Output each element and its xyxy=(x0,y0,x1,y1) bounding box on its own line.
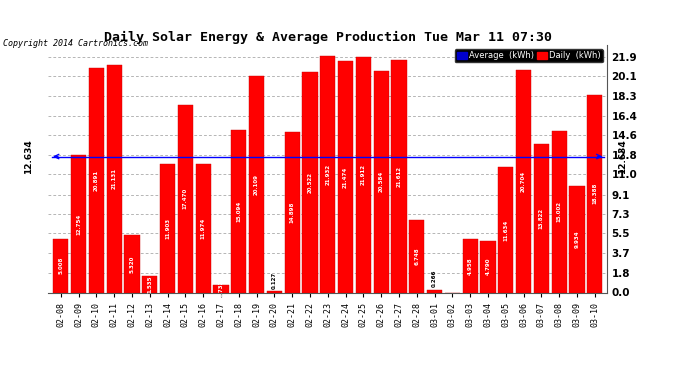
Text: 11.634: 11.634 xyxy=(503,219,509,240)
Bar xyxy=(551,131,566,292)
Bar xyxy=(534,144,549,292)
Bar xyxy=(338,62,353,292)
Text: 12.634: 12.634 xyxy=(24,139,33,174)
Bar xyxy=(516,70,531,292)
Bar xyxy=(71,155,86,292)
Text: 21.932: 21.932 xyxy=(325,164,331,185)
Bar xyxy=(124,235,139,292)
Text: 21.912: 21.912 xyxy=(361,164,366,185)
Bar xyxy=(391,60,406,292)
Text: 20.109: 20.109 xyxy=(254,174,259,195)
Bar xyxy=(427,290,442,292)
Text: 11.903: 11.903 xyxy=(165,218,170,239)
Bar xyxy=(89,68,104,292)
Text: 20.704: 20.704 xyxy=(521,171,526,192)
Bar xyxy=(195,164,210,292)
Bar xyxy=(142,276,157,292)
Bar xyxy=(160,164,175,292)
Text: 0.732: 0.732 xyxy=(219,280,224,297)
Text: 14.898: 14.898 xyxy=(290,202,295,223)
Text: 17.470: 17.470 xyxy=(183,188,188,209)
Text: 15.002: 15.002 xyxy=(557,201,562,222)
Text: 0.127: 0.127 xyxy=(272,272,277,289)
Text: 5.008: 5.008 xyxy=(58,257,63,274)
Bar xyxy=(53,238,68,292)
Text: 20.891: 20.891 xyxy=(94,170,99,190)
Bar xyxy=(249,76,264,292)
Bar xyxy=(480,241,495,292)
Bar xyxy=(178,105,193,292)
Bar xyxy=(231,130,246,292)
Bar xyxy=(284,132,299,292)
Text: Copyright 2014 Cartronics.com: Copyright 2014 Cartronics.com xyxy=(3,39,148,48)
Bar xyxy=(213,285,228,292)
Bar xyxy=(320,57,335,292)
Bar xyxy=(498,167,513,292)
Text: 15.094: 15.094 xyxy=(236,201,241,222)
Text: 4.790: 4.790 xyxy=(486,258,491,276)
Bar xyxy=(356,57,371,292)
Text: 12.754: 12.754 xyxy=(76,213,81,234)
Bar xyxy=(302,72,317,292)
Text: 21.474: 21.474 xyxy=(343,166,348,188)
Text: 4.958: 4.958 xyxy=(468,257,473,274)
Bar xyxy=(587,94,602,292)
Text: 9.934: 9.934 xyxy=(575,230,580,248)
Text: 0.266: 0.266 xyxy=(432,270,437,288)
Title: Daily Solar Energy & Average Production Tue Mar 11 07:30: Daily Solar Energy & Average Production … xyxy=(104,31,552,44)
Bar xyxy=(462,239,477,292)
Text: 13.822: 13.822 xyxy=(539,208,544,229)
Bar xyxy=(569,186,584,292)
Bar xyxy=(106,65,121,292)
Text: 12.634: 12.634 xyxy=(618,139,627,174)
Text: 1.535: 1.535 xyxy=(147,276,152,293)
Text: 20.522: 20.522 xyxy=(308,172,313,193)
Text: 18.388: 18.388 xyxy=(592,183,598,204)
Bar xyxy=(267,291,282,292)
Text: 11.974: 11.974 xyxy=(201,217,206,239)
Legend: Average  (kWh), Daily  (kWh): Average (kWh), Daily (kWh) xyxy=(455,49,603,62)
Text: 6.748: 6.748 xyxy=(414,248,420,265)
Text: 20.584: 20.584 xyxy=(379,171,384,192)
Text: 21.131: 21.131 xyxy=(112,168,117,189)
Text: 21.612: 21.612 xyxy=(397,166,402,187)
Text: 5.320: 5.320 xyxy=(130,255,135,273)
Bar xyxy=(373,71,388,292)
Bar xyxy=(409,220,424,292)
